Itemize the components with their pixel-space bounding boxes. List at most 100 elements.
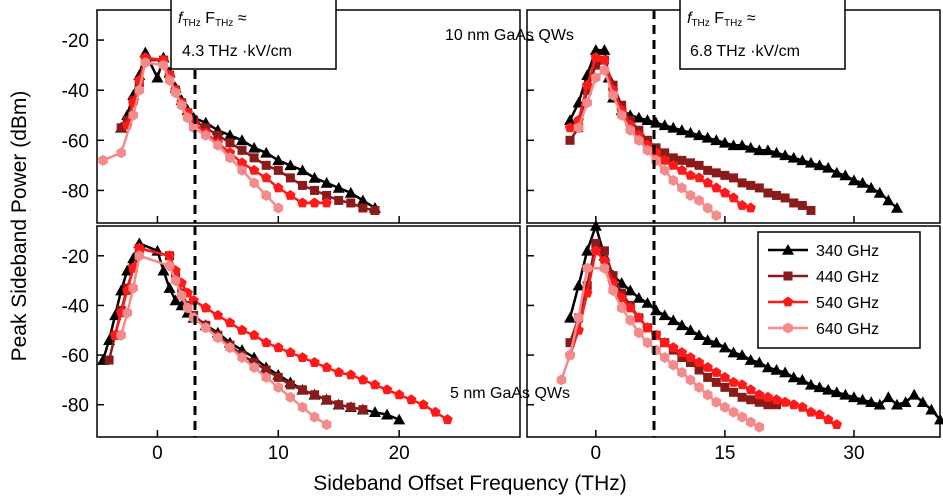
data-point-440-ghz (711, 168, 721, 178)
data-point-340-ghz (839, 169, 852, 181)
data-point-440-ghz (346, 402, 356, 412)
data-point-340-ghz (650, 116, 663, 128)
data-point-640-ghz (170, 87, 181, 99)
data-point-340-ghz (701, 334, 714, 345)
data-point-540-ghz (642, 322, 653, 333)
data-point-340-ghz (248, 141, 261, 153)
data-point-340-ghz (650, 304, 663, 316)
data-point-540-ghz (236, 324, 248, 335)
data-point-340-ghz (934, 413, 943, 425)
data-point-540-ghz (719, 187, 731, 198)
data-point-440-ghz (780, 193, 790, 203)
data-point-440-ghz (746, 395, 756, 405)
data-point-340-ghz (684, 126, 697, 138)
data-point-340-ghz (564, 311, 577, 323)
data-point-440-ghz (213, 130, 223, 140)
data-point-340-ghz (109, 309, 122, 321)
data-point-540-ghz (745, 202, 756, 213)
data-point-340-ghz (223, 129, 236, 141)
data-point-340-ghz (320, 176, 333, 188)
data-point-340-ghz (847, 174, 860, 186)
data-point-440-ghz (565, 338, 575, 348)
data-point-340-ghz (882, 194, 895, 206)
data-point-340-ghz (804, 156, 817, 168)
data-point-440-ghz (806, 205, 816, 215)
data-point-440-ghz (297, 385, 307, 395)
data-point-440-ghz (754, 397, 764, 407)
data-point-340-ghz (344, 186, 357, 198)
data-point-540-ghz (702, 362, 713, 372)
data-point-340-ghz (856, 176, 869, 188)
legend-marker (783, 271, 793, 281)
data-point-640-ghz (201, 322, 211, 334)
box-right-value: 6.8 THz ·kV/cm (690, 43, 800, 60)
data-point-640-ghz (213, 139, 223, 151)
data-point-540-ghz (728, 376, 739, 387)
data-point-640-ghz (754, 421, 765, 433)
data-point-340-ghz (813, 381, 826, 393)
data-point-340-ghz (761, 361, 774, 373)
data-point-540-ghz (430, 406, 441, 417)
data-point-340-ghz (822, 161, 835, 173)
data-point-440-ghz (322, 190, 332, 200)
data-point-340-ghz (787, 151, 800, 163)
data-point-440-ghz (273, 372, 283, 382)
data-point-640-ghz (225, 342, 235, 354)
data-point-340-ghz (658, 309, 671, 321)
data-point-440-ghz (754, 183, 764, 193)
data-point-540-ghz (685, 169, 696, 180)
data-point-540-ghz (285, 347, 296, 357)
data-point-340-ghz (598, 44, 611, 55)
data-point-640-ghz (608, 89, 618, 101)
data-point-440-ghz (358, 405, 368, 415)
data-point-640-ghz (128, 282, 138, 294)
legend-label: 640 GHz (816, 321, 879, 338)
data-point-340-ghz (260, 146, 273, 158)
data-point-440-ghz (789, 198, 799, 208)
data-point-440-ghz (677, 353, 687, 363)
annotation-box-right: fTHz FTHz ≈ 6.8 THz ·kV/cm (679, 0, 846, 70)
data-point-640-ghz (273, 381, 283, 393)
data-point-540-ghz (582, 79, 593, 90)
data-point-640-ghz (225, 152, 235, 164)
y-tick-label: -20 (62, 247, 89, 268)
data-point-340-ghz (641, 296, 654, 308)
data-point-540-ghz (736, 200, 748, 210)
data-point-340-ghz (701, 131, 714, 143)
data-point-340-ghz (151, 71, 164, 83)
panel-series-top-left (98, 46, 381, 215)
data-point-340-ghz (899, 396, 912, 408)
data-point-540-ghz (693, 172, 705, 183)
data-point-540-ghz (297, 352, 308, 362)
data-point-340-ghz (693, 329, 706, 341)
data-point-540-ghz (200, 302, 211, 313)
data-point-440-ghz (660, 148, 670, 158)
data-point-340-ghz (890, 201, 903, 213)
y-axis-label: Peak Sideband Power (dBm) (8, 91, 31, 362)
data-point-540-ghz (659, 154, 670, 165)
data-point-640-ghz (309, 411, 320, 423)
data-point-640-ghz (625, 124, 635, 136)
data-point-640-ghz (685, 374, 696, 386)
data-point-440-ghz (249, 153, 259, 163)
data-point-540-ghz (711, 367, 722, 377)
data-point-640-ghz (608, 285, 618, 296)
data-point-640-ghz (261, 189, 271, 201)
data-point-340-ghz (564, 114, 577, 126)
data-point-540-ghz (236, 157, 248, 168)
data-point-540-ghz (702, 177, 713, 188)
data-point-340-ghz (284, 159, 297, 171)
data-point-340-ghz (796, 154, 809, 166)
data-point-540-ghz (285, 189, 296, 200)
data-point-440-ghz (746, 180, 756, 190)
data-point-540-ghz (711, 182, 722, 193)
data-point-340-ghz (882, 391, 895, 403)
data-point-440-ghz (703, 165, 713, 175)
data-point-340-ghz (865, 181, 878, 193)
data-point-340-ghz (675, 319, 688, 331)
data-point-440-ghz (737, 178, 747, 188)
data-point-640-ghz (573, 122, 584, 134)
data-point-640-ghz (261, 371, 271, 383)
data-point-440-ghz (729, 387, 738, 397)
